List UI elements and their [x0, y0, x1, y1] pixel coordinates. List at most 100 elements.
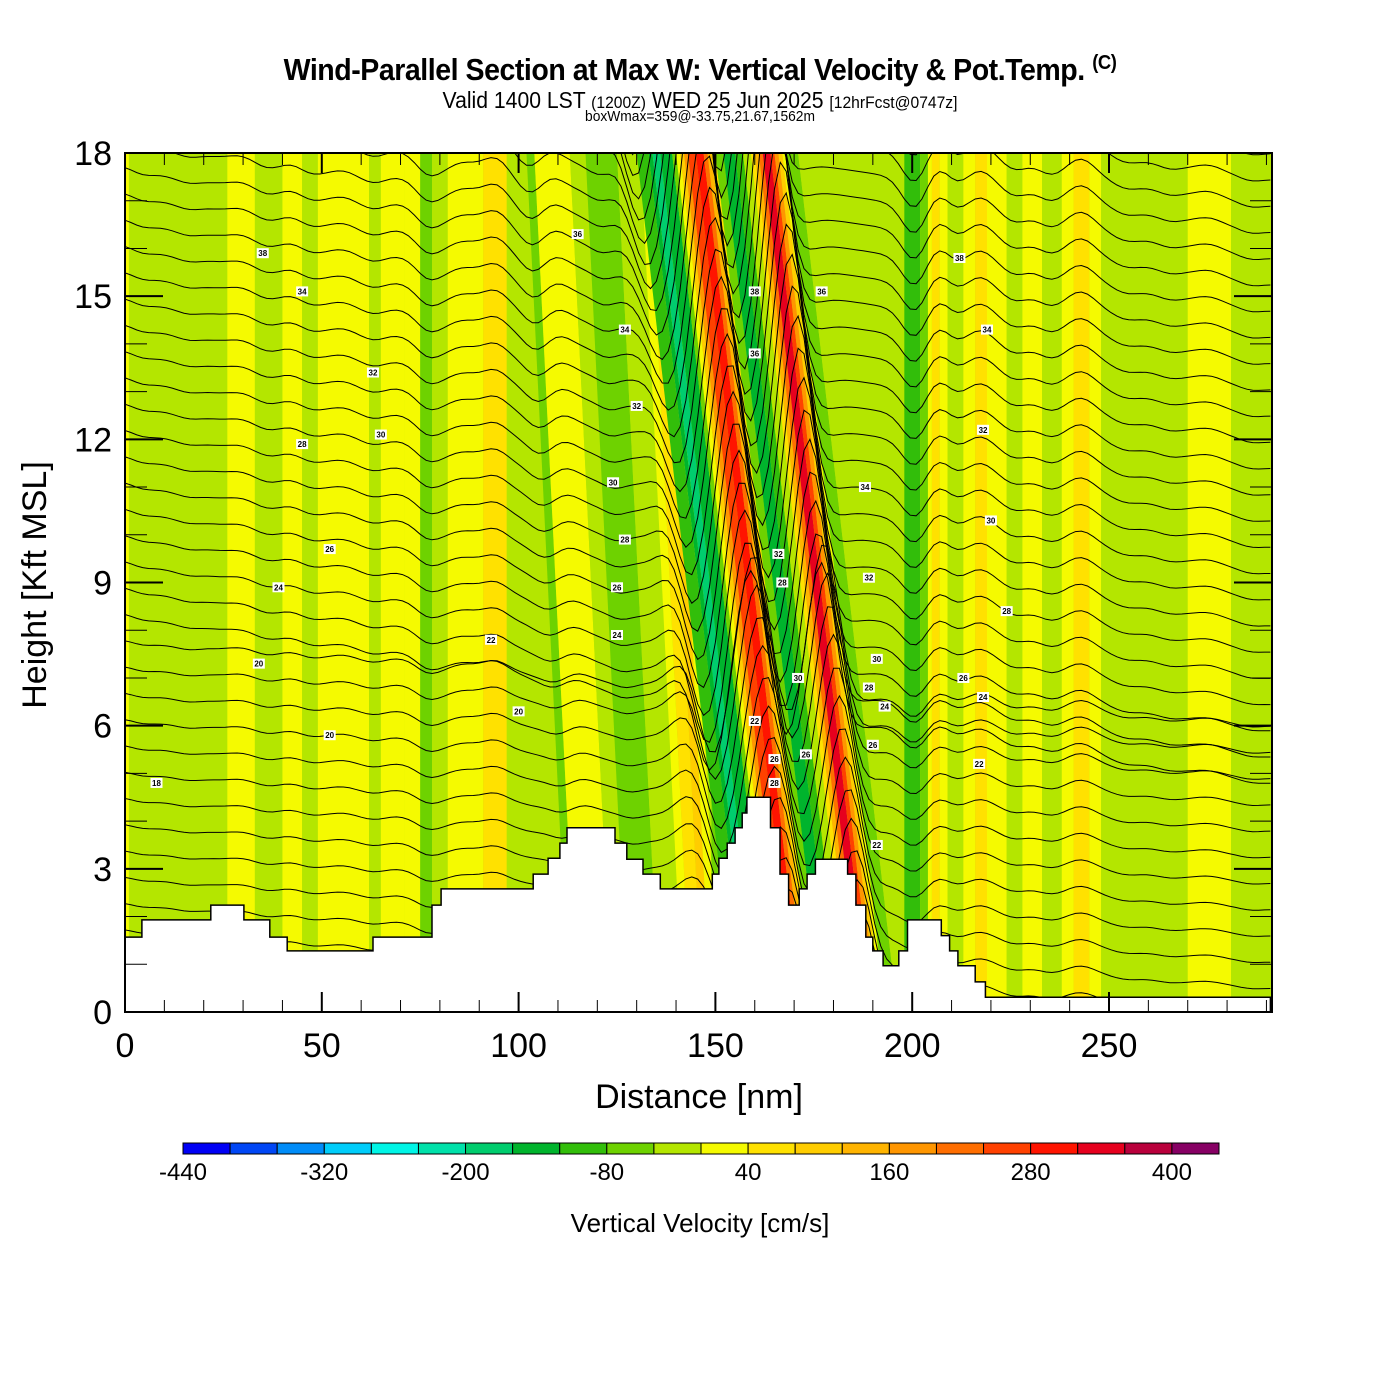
contour-label-bg [272, 582, 285, 593]
colorbar-swatch [747, 1142, 796, 1155]
contour-label-bg [973, 758, 986, 769]
velocity-cell [920, 153, 928, 1012]
isentrope-line [125, 153, 1271, 339]
isentrope-line [125, 438, 1271, 679]
isentrope-line [514, 153, 1271, 261]
colorbar-tick-label: 160 [869, 1159, 909, 1186]
contour-label-text: 28 [864, 683, 873, 692]
x-axis-label: Distance [nm] [595, 1078, 803, 1116]
contour-label-text: 22 [750, 717, 759, 726]
isentrope-line [125, 606, 1271, 804]
contour-label-bg [607, 477, 620, 488]
contour-label-bg [953, 252, 966, 263]
isentrope-line [611, 153, 1271, 234]
contour-label-text: 28 [298, 440, 307, 449]
y-tick-label: 9 [93, 565, 112, 603]
isentrope-line [125, 191, 1271, 470]
x-tick-label: 100 [490, 1027, 547, 1065]
x-tick-label: 150 [687, 1027, 744, 1065]
contour-label: 18 [150, 777, 163, 788]
contour-label-bg [748, 715, 761, 726]
contour-label-text: 24 [880, 703, 889, 712]
velocity-cell [927, 153, 932, 1012]
velocity-cell [636, 153, 748, 1012]
velocity-cell [963, 153, 976, 1012]
isentrope-line [125, 314, 1271, 575]
contour-label-bg [374, 429, 387, 440]
contour-label: 26 [799, 749, 812, 760]
velocity-cell [1101, 153, 1153, 1012]
contour-label: 32 [366, 367, 379, 378]
contour-label-bg [776, 577, 789, 588]
box-wmax-info: boxWmax=359@-33.75,21.67,1562m [585, 108, 815, 125]
contour-label: 30 [984, 515, 997, 526]
isentrope-line [125, 153, 1271, 391]
colorbar-swatch [700, 1142, 749, 1155]
contour-label: 32 [630, 400, 643, 411]
contour-label-text: 26 [613, 583, 622, 592]
contour-label: 20 [512, 706, 525, 717]
isentrope-line [125, 223, 1271, 496]
y-tick-label: 6 [93, 708, 112, 746]
colorbar-swatch [229, 1142, 278, 1155]
isentrope-line [125, 409, 1271, 653]
y-tick-label: 12 [74, 421, 112, 459]
velocity-cell [715, 153, 823, 1012]
isentrope-line [125, 572, 1271, 781]
contour-label-text: 32 [369, 369, 378, 378]
isentrope-line [125, 561, 1271, 784]
contour-label-bg [485, 634, 498, 645]
contour-label-bg [296, 286, 309, 297]
valid-date: WED 25 Jun 2025 [651, 87, 824, 113]
contour-label: 30 [870, 653, 883, 664]
contour-label-text: 26 [868, 741, 877, 750]
contour-label-bg [618, 534, 631, 545]
contour-label-text: 38 [955, 254, 964, 263]
contour-label: 30 [792, 672, 805, 683]
colorbar-swatch [465, 1142, 514, 1155]
contour-label: 26 [866, 739, 879, 750]
velocity-cell [758, 153, 862, 1012]
isentrope-line [125, 0, 1270, 131]
colorbar: -440 -320 -200 -80 40 160 280 400 [159, 1142, 1220, 1186]
contour-label-bg [799, 749, 812, 760]
valid-time: Valid 1400 LST [442, 87, 586, 113]
contour-label: 38 [256, 248, 269, 259]
velocity-cell [1073, 153, 1090, 1012]
velocity-cell [317, 153, 370, 1012]
isentrope-line [125, 633, 1271, 830]
copyright-mark: (C) [1092, 52, 1117, 74]
contour-label: 36 [748, 348, 761, 359]
contour-label-text: 38 [750, 287, 759, 296]
velocity-cell [534, 153, 613, 1012]
velocity-cell [1061, 153, 1074, 1012]
velocity-cell [404, 153, 421, 1012]
contour-label-text: 34 [983, 326, 992, 335]
contour-label: 36 [571, 229, 584, 240]
contour-label: 36 [815, 286, 828, 297]
contour-label: 30 [607, 477, 620, 488]
contour-label-text: 28 [770, 779, 779, 788]
colorbar-swatch [370, 1142, 419, 1155]
contour-label: 24 [878, 701, 891, 712]
contour-label: 32 [772, 548, 785, 559]
contour-label: 20 [252, 658, 265, 669]
velocity-cell [1089, 153, 1102, 1012]
y-tick-label: 18 [74, 135, 112, 173]
contour-label-text: 26 [959, 674, 968, 683]
isentrope-line [125, 376, 1271, 627]
colorbar-swatch [794, 1142, 843, 1155]
contour-label: 26 [768, 754, 781, 765]
contour-label-text: 26 [325, 545, 334, 554]
contour-label-bg [977, 692, 990, 703]
terrain-polygon [125, 796, 1272, 1012]
contour-label: 34 [618, 324, 631, 335]
contour-label-text: 32 [979, 426, 988, 435]
isentrope-line [125, 347, 1271, 601]
velocity-cell [380, 153, 405, 1012]
velocity-cell [660, 153, 772, 1012]
isentrope-line [125, 728, 1271, 901]
velocity-cell [617, 153, 684, 1012]
velocity-cell [931, 153, 940, 1012]
